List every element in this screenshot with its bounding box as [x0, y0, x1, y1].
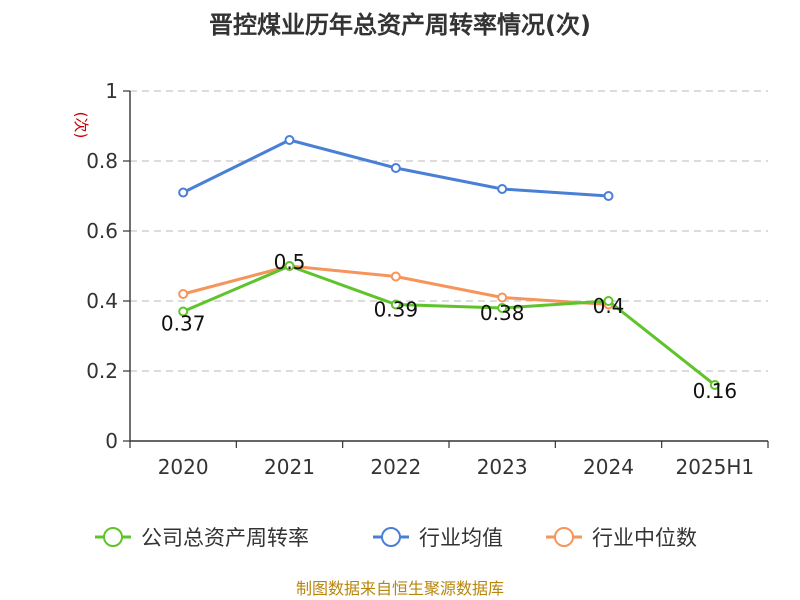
- gridlines: [130, 90, 768, 372]
- legend-item: 行业均值: [373, 526, 503, 550]
- axes: [123, 90, 769, 448]
- x-tick-label: 2025H1: [675, 455, 754, 479]
- y-axis-unit-label: (次): [72, 112, 90, 139]
- legend-marker: [103, 527, 123, 547]
- data-point: [390, 271, 401, 282]
- x-tick-label: 2021: [264, 455, 315, 479]
- legend-label: 行业均值: [419, 526, 503, 550]
- y-tick-labels: 0 0.2 0.4 0.6 0.8 1: [86, 79, 118, 453]
- y-tick-label: 0.4: [86, 289, 118, 313]
- data-point: [497, 303, 508, 313]
- chart-title: 晋控煤业历年总资产周转率情况(次): [209, 11, 591, 39]
- data-label: 0.38: [480, 301, 525, 325]
- data-label: 0.4: [593, 294, 625, 318]
- legend-label: 行业中位数: [592, 526, 697, 550]
- y-tick-label: 1: [105, 79, 118, 103]
- x-tick-label: 2024: [583, 455, 634, 479]
- x-tick-label: 2020: [158, 455, 209, 479]
- y-tick-label: 0.8: [86, 149, 118, 173]
- data-point: [178, 289, 189, 299]
- data-point: [603, 296, 614, 306]
- data-point: [390, 163, 401, 173]
- x-tick-labels: 2020 2021 2022 2023 2024 2025H1: [158, 455, 754, 479]
- data-point: [709, 380, 720, 390]
- data-label: 0.37: [161, 312, 206, 336]
- source-note: 制图数据来自恒生聚源数据库: [296, 579, 504, 598]
- data-point: [284, 261, 295, 271]
- x-tick-label: 2022: [370, 455, 421, 479]
- legend-label: 公司总资产周转率: [141, 526, 309, 550]
- data-label: 0.5: [274, 250, 306, 274]
- data-label: 0.16: [693, 379, 738, 403]
- x-tick-label: 2023: [477, 455, 528, 479]
- data-point: [603, 191, 614, 201]
- y-tick-label: 0.2: [86, 359, 118, 383]
- y-tick-label: 0: [105, 429, 118, 453]
- y-tick-label: 0.6: [86, 219, 118, 243]
- data-labels: 0.37 0.5 0.39 0.38 0.4 0.16: [161, 250, 737, 403]
- series-lines: [178, 135, 720, 390]
- data-point: [178, 306, 189, 317]
- legend-item: 行业中位数: [546, 526, 697, 550]
- legend-marker: [554, 527, 574, 547]
- series-line-0: [182, 264, 716, 387]
- legend-marker: [381, 527, 401, 547]
- data-point: [497, 184, 508, 194]
- data-point: [497, 292, 508, 303]
- data-point: [284, 135, 295, 145]
- legend: 公司总资产周转率 行业均值 行业中位数: [95, 526, 697, 550]
- data-point: [178, 187, 189, 198]
- data-label: 0.39: [374, 298, 419, 322]
- data-point: [390, 299, 401, 310]
- legend-item: 公司总资产周转率: [95, 526, 309, 550]
